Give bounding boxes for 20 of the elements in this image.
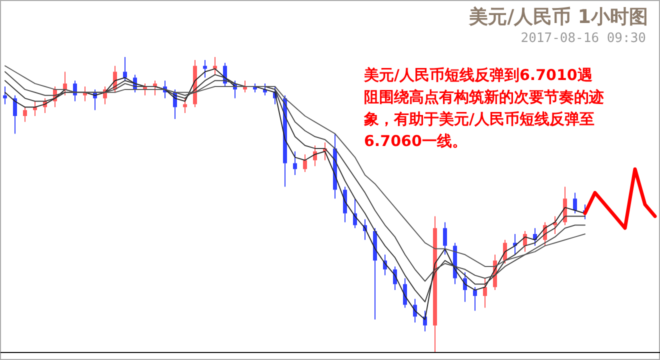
candlestick [293,150,297,176]
candlestick [483,278,487,308]
candlestick [13,94,17,134]
annotation: 美元/人民币短线反弹到6.7010遇阻围绕高点有构筑新的次要节奏的迹象，有助于美元/人民币短线反弹至6.7060一线。 [364,65,605,152]
candlestick [203,59,207,78]
chart-subtitle: 2017-08-16 09:30 [520,31,646,46]
candlestick [73,80,77,102]
candlestick [403,278,407,308]
candlestick [23,106,27,122]
candlestick [443,222,447,256]
candlestick [213,56,217,76]
candlestick [183,98,187,114]
candlestick [473,286,477,312]
candlestick [123,56,127,82]
candlestick [343,186,347,223]
chart-title: 美元/人民币 1小时图 [469,5,648,30]
candlestick [3,86,7,105]
candlestick [303,154,307,173]
candlestick [573,192,577,214]
candlestick [63,71,67,96]
